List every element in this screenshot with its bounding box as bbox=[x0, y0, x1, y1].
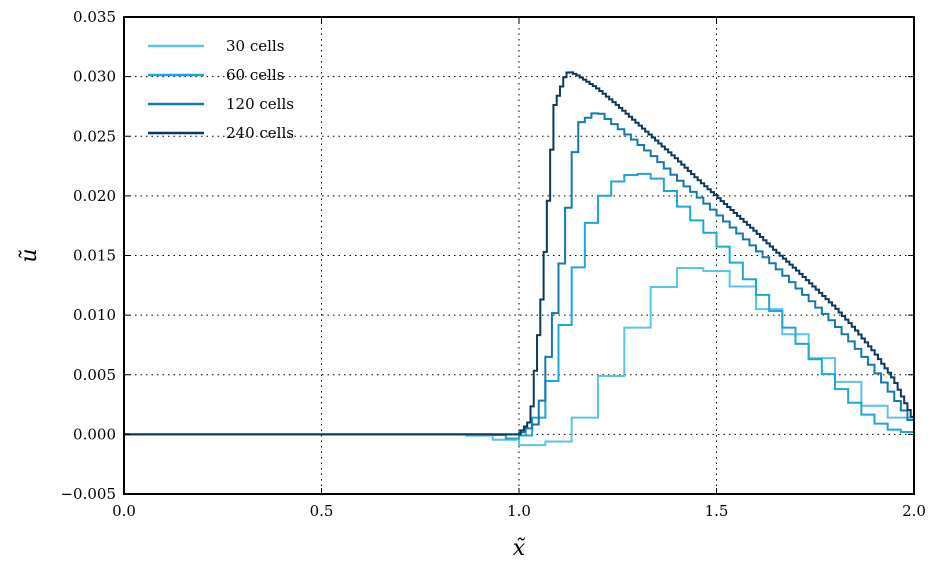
y-tick-label: 0.000 bbox=[73, 425, 116, 443]
y-tick-label: −0.005 bbox=[60, 485, 116, 503]
legend-label-3: 240 cells bbox=[226, 124, 294, 142]
axis-ticks bbox=[123, 16, 915, 495]
series-line-3 bbox=[124, 71, 914, 436]
y-tick-label: 0.010 bbox=[73, 306, 116, 324]
x-tick-label: 2.0 bbox=[902, 502, 926, 520]
y-tick-label: 0.020 bbox=[73, 187, 116, 205]
y-tick-label: 0.015 bbox=[73, 247, 116, 265]
legend: 30 cells 60 cells 120 cells 240 cells bbox=[148, 37, 294, 142]
y-tick-label: 0.005 bbox=[73, 366, 116, 384]
series-line-1 bbox=[124, 172, 914, 440]
grid-lines bbox=[124, 17, 914, 494]
legend-label-1: 60 cells bbox=[226, 66, 284, 84]
x-tick-label: 0.0 bbox=[112, 502, 136, 520]
legend-label-0: 30 cells bbox=[226, 37, 284, 55]
x-tick-label: 0.5 bbox=[310, 502, 334, 520]
y-axis-label: ũ bbox=[17, 248, 42, 262]
series-layer bbox=[124, 71, 914, 447]
legend-label-2: 120 cells bbox=[226, 95, 294, 113]
x-tick-label: 1.5 bbox=[705, 502, 729, 520]
y-tick-label: 0.025 bbox=[73, 127, 116, 145]
x-axis-label: x̃ bbox=[513, 536, 526, 561]
tick-labels: 0.0 0.5 1.0 1.5 2.0 −0.005 0.000 0.005 0.010 0.01… bbox=[60, 8, 925, 520]
y-tick-label: 0.035 bbox=[73, 8, 116, 26]
y-tick-label: 0.030 bbox=[73, 68, 116, 86]
x-tick-label: 1.0 bbox=[507, 502, 531, 520]
